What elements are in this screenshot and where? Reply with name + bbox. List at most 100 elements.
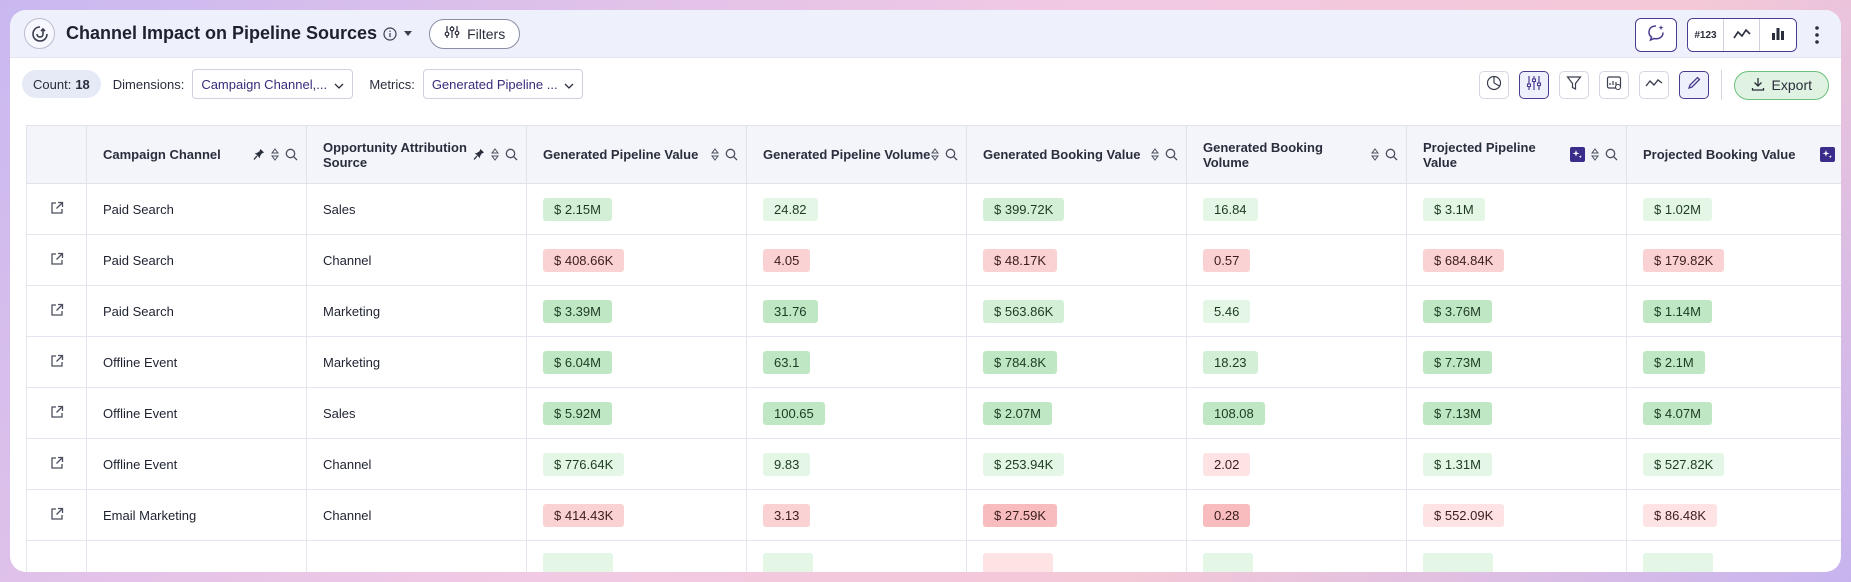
search-icon[interactable] (1165, 148, 1178, 161)
title-dropdown-icon[interactable] (403, 30, 413, 38)
chevron-down-icon (334, 77, 344, 92)
filter-tool-button[interactable] (1558, 71, 1589, 99)
partial-cell (86, 540, 307, 572)
column-header[interactable]: Generated Pipeline Volume (746, 125, 967, 184)
column-header-label: Generated Pipeline Value (543, 147, 699, 162)
table-row: Paid Search Channel $ 408.66K 4.05 $ 48.… (26, 234, 1841, 286)
chart-gear-icon (1606, 75, 1622, 96)
pencil-icon (1686, 75, 1702, 96)
search-icon[interactable] (725, 148, 738, 161)
data-table: Campaign Channel Opportunity Attribution… (26, 125, 1841, 572)
open-in-new-icon[interactable] (50, 507, 64, 521)
cell-campaign-channel: Paid Search (86, 285, 307, 337)
funnel-icon (1565, 75, 1582, 96)
dimensions-select[interactable]: Campaign Channel,... (192, 69, 354, 99)
viz-bar-chart-button[interactable] (1760, 19, 1796, 51)
chart-settings-tool-button[interactable] (1598, 71, 1629, 99)
sort-icon[interactable] (1591, 148, 1599, 161)
cell-campaign-channel: Email Marketing (86, 489, 307, 541)
cell-attribution-source: Sales (306, 387, 527, 439)
app-logo-icon[interactable] (24, 18, 55, 49)
ai-sparkle-icon[interactable] (1820, 147, 1835, 162)
cell-attribution-source: Sales (306, 183, 527, 235)
more-options-icon[interactable] (1807, 26, 1827, 44)
pie-chart-tool-button[interactable] (1478, 71, 1509, 99)
table-row: Offline Event Sales $ 5.92M 100.65 $ 2.0… (26, 387, 1841, 439)
metrics-label: Metrics: (369, 76, 415, 92)
line-chart-icon (1732, 28, 1751, 43)
cell-projected-booking-value: $ 2.1M (1643, 350, 1705, 374)
cell-campaign-channel: Offline Event (86, 336, 307, 388)
trend-tool-button[interactable] (1638, 71, 1669, 99)
cell-attribution-source: Channel (306, 489, 527, 541)
open-in-new-icon[interactable] (50, 354, 64, 368)
column-header-label: Projected Booking Value (1643, 147, 1796, 162)
cell-attribution-source: Marketing (306, 336, 527, 388)
ai-chat-button[interactable] (1635, 18, 1677, 52)
sort-icon[interactable] (271, 148, 279, 161)
cell-generated-pipeline-volume: 63.1 (763, 350, 811, 374)
filters-button-label: Filters (467, 25, 506, 42)
sort-icon[interactable] (1151, 148, 1159, 161)
report-header: Channel Impact on Pipeline Sources Filte… (10, 10, 1841, 58)
sort-icon[interactable] (1371, 148, 1379, 161)
bar-chart-icon (1771, 27, 1785, 44)
pin-icon[interactable] (473, 148, 485, 161)
column-header-label: Generated Booking Volume (1203, 139, 1323, 170)
column-header[interactable]: Generated Pipeline Value (526, 125, 747, 184)
column-header[interactable]: Projected Booking Value (1626, 125, 1841, 184)
metrics-select[interactable]: Generated Pipeline ... (422, 69, 583, 99)
cell-generated-booking-value: $ 2.07M (983, 401, 1052, 425)
dimensions-label: Dimensions: (112, 76, 185, 92)
partial-cell (26, 540, 87, 572)
cell-projected-booking-value: $ 179.82K (1643, 248, 1725, 272)
cell-generated-booking-value: $ 27.59K (983, 503, 1058, 527)
partial-cell (306, 540, 527, 572)
viz-number-button[interactable]: #123 (1688, 19, 1724, 51)
open-in-new-icon[interactable] (50, 405, 64, 419)
toolbar-divider (1720, 70, 1722, 100)
cell-generated-pipeline-value: $ 776.64K (543, 452, 625, 476)
partial-cell (1406, 540, 1627, 572)
cell-generated-booking-volume: 18.23 (1203, 350, 1258, 374)
cell-generated-pipeline-volume: 9.83 (763, 452, 811, 476)
open-in-new-icon[interactable] (50, 303, 64, 317)
download-icon (1751, 77, 1765, 94)
viz-line-chart-button[interactable] (1724, 19, 1760, 51)
sort-icon[interactable] (711, 148, 719, 161)
ai-sparkle-icon[interactable] (1570, 147, 1585, 162)
open-in-new-icon[interactable] (50, 456, 64, 470)
sort-icon[interactable] (491, 148, 499, 161)
data-table-container[interactable]: Campaign Channel Opportunity Attribution… (26, 125, 1841, 572)
column-header[interactable]: Opportunity Attribution Source (306, 125, 527, 184)
visualization-switcher: #123 (1687, 18, 1797, 52)
open-in-new-icon[interactable] (50, 252, 64, 266)
column-header[interactable]: Campaign Channel (86, 125, 307, 184)
column-settings-tool-button[interactable] (1518, 71, 1549, 99)
sort-icon[interactable] (931, 148, 939, 161)
edit-tool-button[interactable] (1678, 71, 1709, 99)
cell-projected-booking-value: $ 527.82K (1643, 452, 1725, 476)
info-icon[interactable] (383, 26, 397, 41)
pie-chart-icon (1486, 75, 1502, 96)
export-button[interactable]: Export (1733, 70, 1829, 100)
search-icon[interactable] (945, 148, 958, 161)
cell-generated-pipeline-volume: 100.65 (763, 401, 825, 425)
column-header-label: Opportunity Attribution Source (323, 139, 467, 170)
cell-generated-booking-value: $ 399.72K (983, 197, 1065, 221)
cell-generated-booking-value: $ 253.94K (983, 452, 1065, 476)
search-icon[interactable] (505, 148, 518, 161)
cell-generated-pipeline-value: $ 2.15M (543, 197, 612, 221)
column-header[interactable]: Projected Pipeline Value (1406, 125, 1627, 184)
table-row: Email Marketing Channel $ 414.43K 3.13 $… (26, 489, 1841, 541)
search-icon[interactable] (1605, 148, 1618, 161)
column-header[interactable]: Generated Booking Volume (1186, 125, 1407, 184)
cell-generated-booking-value: $ 48.17K (983, 248, 1058, 272)
search-icon[interactable] (1385, 148, 1398, 161)
filters-button[interactable]: Filters (429, 18, 521, 49)
column-header[interactable]: Generated Booking Value (966, 125, 1187, 184)
pin-icon[interactable] (253, 148, 265, 161)
cell-generated-pipeline-value: $ 6.04M (543, 350, 612, 374)
open-in-new-icon[interactable] (50, 201, 64, 215)
search-icon[interactable] (285, 148, 298, 161)
